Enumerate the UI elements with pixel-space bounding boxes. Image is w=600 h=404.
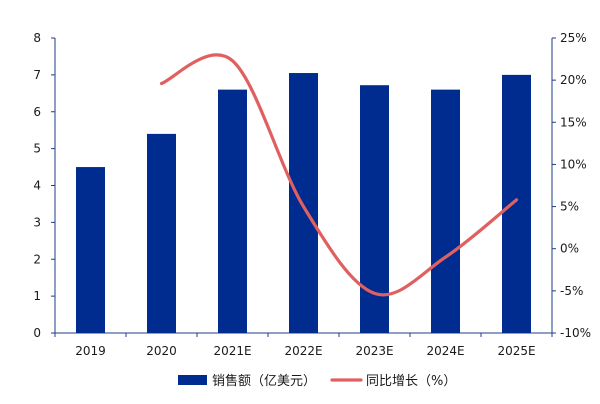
- legend-label-sales: 销售额（亿美元）: [212, 373, 316, 389]
- growth-line: [159, 53, 519, 297]
- left-tick-label: 0: [33, 326, 41, 340]
- legend: 销售额（亿美元） 同比增长（%）: [178, 373, 456, 389]
- x-tick-label: 2022E: [284, 344, 322, 358]
- left-tick-label: 6: [33, 105, 41, 119]
- x-tick-label: 2020: [146, 344, 177, 358]
- right-tick-label: 20%: [560, 73, 587, 87]
- bar-2020: [147, 133, 176, 333]
- x-tick-label: 2021E: [213, 344, 251, 358]
- right-tick-label: 25%: [560, 31, 587, 45]
- x-axis: 2019 2020 2021E 2022E 2023E 2024E 2025E: [54, 332, 553, 358]
- x-tick-label: 2025E: [497, 344, 535, 358]
- line-series: [159, 53, 519, 297]
- legend-swatch-sales: [178, 375, 207, 385]
- right-tick-label: 15%: [560, 115, 587, 129]
- right-tick-label: -5%: [560, 284, 583, 298]
- bar-2024E: [431, 89, 460, 333]
- right-y-axis: -10% -5% 0% 5% 10% 15% 20% 25%: [551, 31, 591, 340]
- x-tick-label: 2024E: [426, 344, 464, 358]
- left-y-axis: 0 1 2 3 4 5 6 7 8: [33, 31, 56, 340]
- left-tick-label: 4: [33, 179, 41, 193]
- right-tick-label: -10%: [560, 326, 591, 340]
- right-tick-label: 5%: [560, 200, 579, 214]
- right-tick-label: 10%: [560, 157, 587, 171]
- left-tick-label: 7: [33, 68, 41, 82]
- bar-series: [76, 73, 531, 333]
- left-tick-label: 3: [33, 215, 41, 229]
- left-tick-label: 5: [33, 142, 41, 156]
- bar-2021E: [218, 89, 247, 333]
- bar-2019: [76, 167, 105, 333]
- left-tick-label: 1: [33, 289, 41, 303]
- bar-2025E: [502, 74, 531, 333]
- legend-label-growth: 同比增长（%）: [366, 374, 456, 389]
- left-tick-label: 2: [33, 252, 41, 266]
- x-tick-label: 2023E: [355, 344, 393, 358]
- right-tick-label: 0%: [560, 242, 579, 256]
- left-tick-label: 8: [33, 31, 41, 45]
- bar-2022E: [289, 73, 318, 333]
- x-tick-label: 2019: [75, 344, 106, 358]
